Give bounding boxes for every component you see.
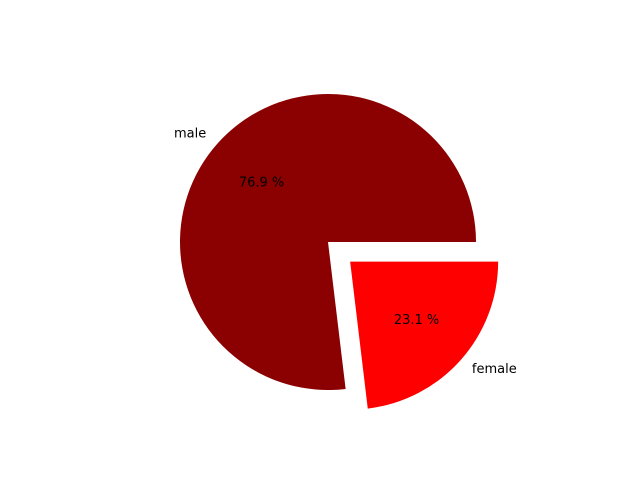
pie-slice-male: [180, 94, 476, 391]
slice-label-female: female: [472, 362, 517, 377]
slice-percent-female: 23.1 %: [394, 313, 439, 328]
slice-percent-male: 76.9 %: [239, 176, 284, 191]
slice-label-male: male: [174, 126, 206, 141]
pie-slice-female: [350, 261, 499, 409]
